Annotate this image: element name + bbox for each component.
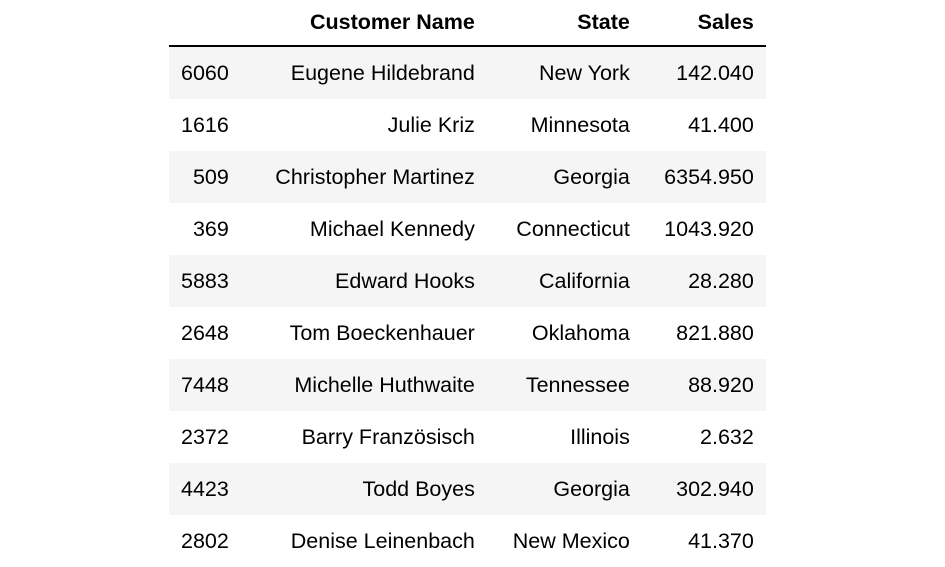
table-row: 509 Christopher Martinez Georgia 6354.95…	[169, 151, 766, 203]
table-row: 2802 Denise Leinenbach New Mexico 41.370	[169, 515, 766, 567]
sales-cell: 302.940	[676, 476, 754, 501]
state-cell: Illinois	[570, 424, 630, 449]
table-header: Customer Name State Sales	[169, 0, 766, 47]
table-row: 2648 Tom Boeckenhauer Oklahoma 821.880	[169, 307, 766, 359]
row-index: 5883	[181, 268, 229, 293]
dataframe-table: Customer Name State Sales 6060 Eugene Hi…	[169, 0, 766, 567]
row-index: 369	[192, 216, 229, 241]
table-row: 6060 Eugene Hildebrand New York 142.040	[169, 46, 766, 99]
index-column-header	[169, 0, 241, 47]
customer-name-cell: Barry Französisch	[301, 424, 475, 449]
customer-name-cell: Julie Kriz	[387, 112, 475, 137]
customer-name-cell: Christopher Martinez	[275, 164, 475, 189]
row-index: 4423	[181, 476, 229, 501]
customer-name-cell: Edward Hooks	[335, 268, 475, 293]
header-row: Customer Name State Sales	[169, 0, 766, 47]
customer-name-cell: Todd Boyes	[362, 476, 475, 501]
sales-cell: 88.920	[688, 372, 754, 397]
sales-cell: 41.370	[688, 528, 754, 553]
row-index: 2648	[181, 320, 229, 345]
sales-cell: 2.632	[700, 424, 754, 449]
customer-name-column-header: Customer Name	[240, 0, 487, 47]
state-cell: Georgia	[553, 164, 630, 189]
state-cell: California	[539, 268, 630, 293]
customer-name-cell: Denise Leinenbach	[290, 528, 475, 553]
sales-cell: 821.880	[676, 320, 754, 345]
state-cell: Georgia	[553, 476, 630, 501]
customer-name-cell: Michael Kennedy	[309, 216, 475, 241]
state-cell: Minnesota	[530, 112, 630, 137]
sales-cell: 41.400	[688, 112, 754, 137]
table-row: 7448 Michelle Huthwaite Tennessee 88.920	[169, 359, 766, 411]
dataframe-output: Customer Name State Sales 6060 Eugene Hi…	[169, 0, 766, 567]
sales-column-header: Sales	[641, 0, 766, 47]
row-index: 2802	[181, 528, 229, 553]
row-index: 1616	[181, 112, 229, 137]
table-body: 6060 Eugene Hildebrand New York 142.040 …	[169, 46, 766, 567]
sales-cell: 6354.950	[664, 164, 754, 189]
table-row: 369 Michael Kennedy Connecticut 1043.920	[169, 203, 766, 255]
state-cell: New Mexico	[512, 528, 630, 553]
customer-name-cell: Eugene Hildebrand	[290, 60, 475, 85]
customer-name-cell: Tom Boeckenhauer	[289, 320, 475, 345]
state-cell: Oklahoma	[531, 320, 630, 345]
state-cell: Connecticut	[516, 216, 630, 241]
customer-name-cell: Michelle Huthwaite	[294, 372, 475, 397]
sales-cell: 1043.920	[664, 216, 754, 241]
table-row: 1616 Julie Kriz Minnesota 41.400	[169, 99, 766, 151]
row-index: 6060	[181, 60, 229, 85]
state-cell: Tennessee	[525, 372, 630, 397]
table-row: 4423 Todd Boyes Georgia 302.940	[169, 463, 766, 515]
row-index: 7448	[181, 372, 229, 397]
state-column-header: State	[486, 0, 642, 47]
row-index: 509	[192, 164, 229, 189]
row-index: 2372	[181, 424, 229, 449]
sales-cell: 28.280	[688, 268, 754, 293]
table-row: 5883 Edward Hooks California 28.280	[169, 255, 766, 307]
state-cell: New York	[539, 60, 630, 85]
table-row: 2372 Barry Französisch Illinois 2.632	[169, 411, 766, 463]
sales-cell: 142.040	[676, 60, 754, 85]
